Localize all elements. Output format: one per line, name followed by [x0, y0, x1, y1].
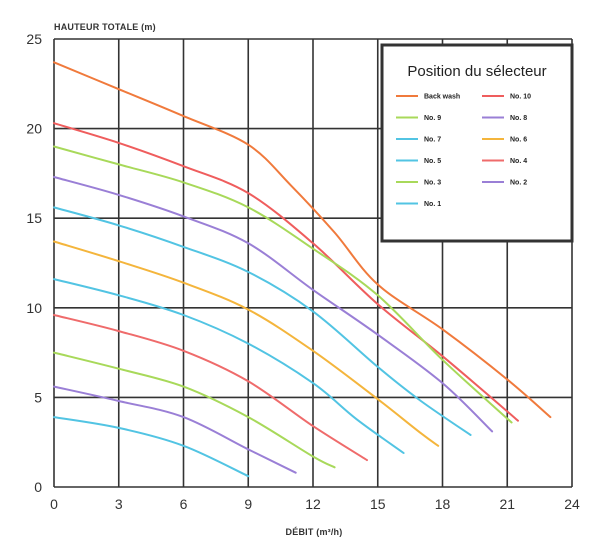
x-axis-title: DÉBIT (m³/h) [286, 527, 343, 537]
legend-label: No. 10 [510, 94, 531, 101]
legend-label: No. 1 [424, 201, 441, 208]
legend-label: No. 6 [510, 137, 527, 144]
legend-label: No. 7 [424, 137, 441, 144]
x-tick-label: 24 [564, 496, 580, 512]
x-tick-label: 12 [305, 496, 321, 512]
y-tick-label: 20 [26, 121, 42, 137]
legend-label: No. 5 [424, 158, 441, 165]
legend-label: No. 8 [510, 115, 527, 122]
legend-label: No. 2 [510, 180, 527, 187]
series-line-no-6 [53, 240, 440, 447]
series-line-no-5 [53, 278, 405, 454]
axis-layer: HAUTEUR TOTALE (m) DÉBIT (m³/h) 0 3 6 9 12 15… [26, 22, 580, 537]
series-line-no-10 [53, 122, 519, 422]
y-tick-label: 10 [26, 300, 42, 316]
y-tick-label: 5 [34, 389, 42, 405]
series-line-no-3 [53, 351, 336, 469]
series-line-no-7 [53, 206, 472, 436]
y-tick-label: 0 [34, 479, 42, 495]
y-axis-title: HAUTEUR TOTALE (m) [54, 22, 156, 32]
x-tick-label: 3 [115, 496, 123, 512]
legend-title: Position du sélecteur [407, 63, 546, 80]
legend-label: No. 4 [510, 158, 527, 165]
y-tick-label: 15 [26, 210, 42, 226]
series-line-no-1 [53, 416, 250, 478]
x-tick-label: 0 [50, 496, 58, 512]
series-line-no-4 [53, 314, 368, 462]
legend-box [380, 43, 574, 243]
series-line-back-wash [53, 61, 552, 419]
legend-label: No. 3 [424, 180, 441, 187]
x-tick-label: 21 [499, 496, 515, 512]
x-tick-label: 18 [435, 496, 451, 512]
series-layer [53, 61, 552, 478]
series-line-no-9 [53, 145, 513, 424]
legend-label: Back wash [424, 94, 460, 101]
legend: Position du sélecteur Back wash No. 10 No.… [380, 43, 574, 243]
legend-label: No. 9 [424, 115, 441, 122]
x-tick-label: 15 [370, 496, 386, 512]
x-tick-label: 9 [244, 496, 252, 512]
y-tick-label: 25 [26, 31, 42, 47]
x-tick-label: 6 [180, 496, 188, 512]
legend-items: Back wash No. 10 No. 9 No. 8 No. 7 No. 6 No. 5… [396, 94, 531, 208]
series-line-no-8 [53, 176, 494, 433]
series-line-no-2 [53, 385, 297, 474]
